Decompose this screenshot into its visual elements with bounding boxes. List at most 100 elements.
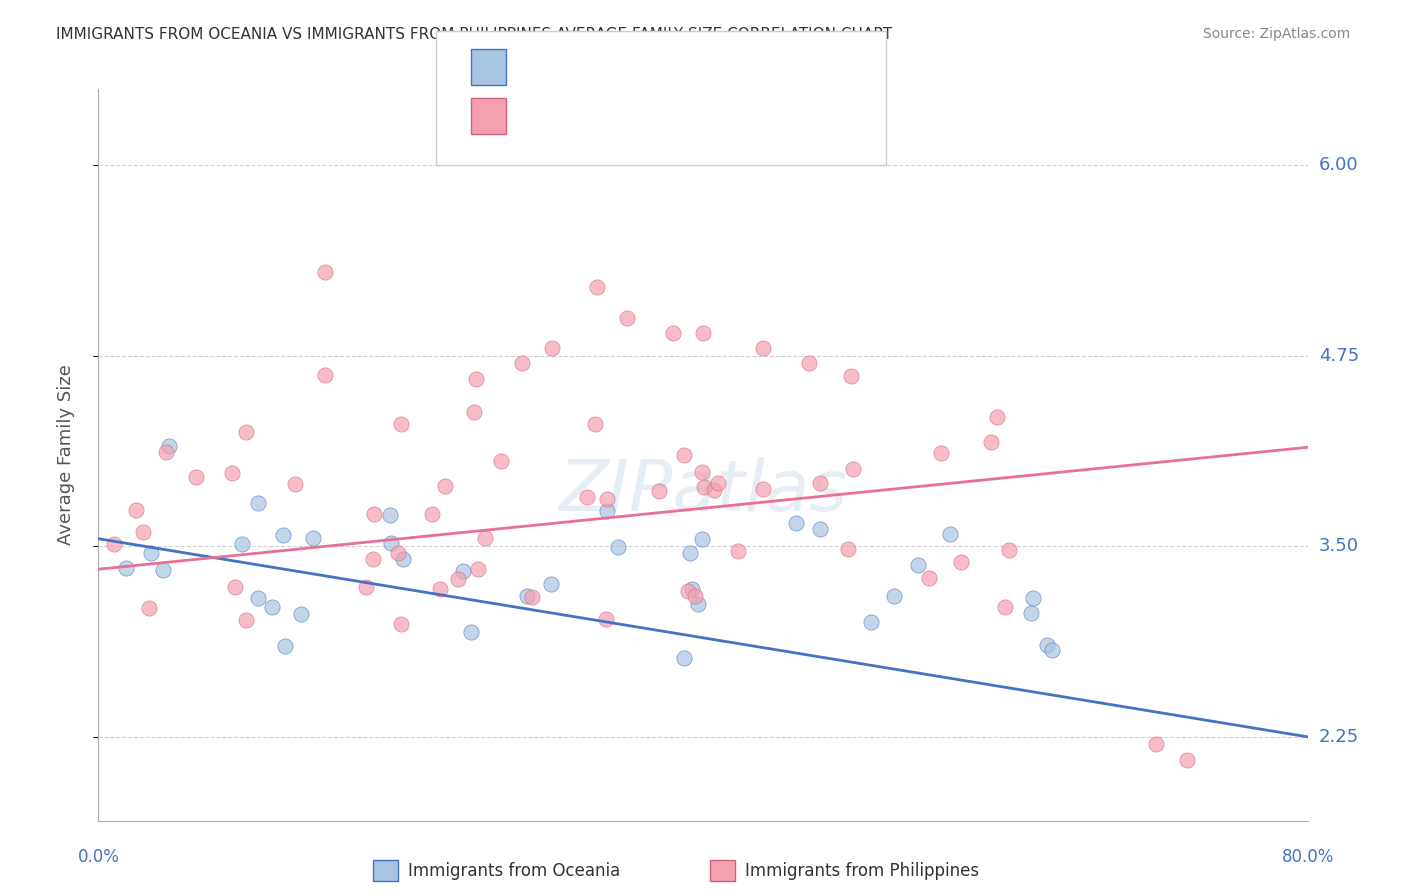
Point <box>274 639 297 653</box>
Point <box>606 541 628 555</box>
Text: R =: R = <box>517 58 554 76</box>
Text: IMMIGRANTS FROM OCEANIA VS IMMIGRANTS FROM PHILIPPINES AVERAGE FAMILY SIZE CORRE: IMMIGRANTS FROM OCEANIA VS IMMIGRANTS FR… <box>56 27 893 42</box>
Point <box>1022 591 1045 605</box>
Point <box>883 589 905 603</box>
Point <box>235 613 257 627</box>
Point <box>596 491 619 506</box>
Point <box>931 446 953 460</box>
Point <box>752 341 775 355</box>
Point <box>1040 643 1063 657</box>
Text: 64: 64 <box>686 107 709 125</box>
Point <box>271 528 294 542</box>
Point <box>389 616 412 631</box>
Point <box>692 532 714 546</box>
Point <box>678 583 700 598</box>
Point <box>465 372 488 386</box>
Point <box>231 537 253 551</box>
Text: 6.00: 6.00 <box>1319 156 1358 175</box>
Point <box>235 425 257 439</box>
Point <box>141 546 163 560</box>
Point <box>510 356 533 371</box>
Point <box>1036 638 1059 652</box>
Point <box>648 484 671 499</box>
Text: Immigrants from Oceania: Immigrants from Oceania <box>408 862 620 880</box>
Point <box>467 562 489 576</box>
Point <box>491 454 513 468</box>
Point <box>422 507 444 521</box>
Point <box>451 565 474 579</box>
Point <box>540 341 562 355</box>
Point <box>727 544 749 558</box>
Text: 4.75: 4.75 <box>1319 347 1360 365</box>
Point <box>1175 753 1198 767</box>
Text: 36: 36 <box>686 58 709 76</box>
Point <box>224 581 246 595</box>
Point <box>672 651 695 665</box>
Point <box>860 615 883 629</box>
Point <box>842 462 865 476</box>
Point <box>138 601 160 615</box>
Point <box>575 490 598 504</box>
Text: 3.50: 3.50 <box>1319 537 1358 556</box>
Point <box>387 546 409 560</box>
Y-axis label: Average Family Size: Average Family Size <box>56 365 75 545</box>
Point <box>673 449 696 463</box>
Point <box>447 572 470 586</box>
Text: 0.0%: 0.0% <box>77 848 120 866</box>
Point <box>707 476 730 491</box>
Point <box>752 482 775 496</box>
Point <box>616 310 638 325</box>
Text: -0.308: -0.308 <box>571 58 630 76</box>
Point <box>474 531 496 545</box>
Point <box>586 280 609 294</box>
Point <box>186 470 208 484</box>
Point <box>994 600 1017 615</box>
Point <box>290 607 312 622</box>
Text: R =: R = <box>517 107 554 125</box>
Point <box>103 537 125 551</box>
Point <box>520 590 543 604</box>
Point <box>837 542 859 557</box>
Point <box>1144 738 1167 752</box>
Point <box>939 527 962 541</box>
Point <box>692 326 714 340</box>
Point <box>703 483 725 497</box>
Point <box>918 571 941 585</box>
Point <box>363 507 385 521</box>
Point <box>540 577 562 591</box>
Point <box>125 503 148 517</box>
Point <box>132 525 155 540</box>
Text: N =: N = <box>637 107 673 125</box>
Point <box>683 589 706 603</box>
Point <box>998 542 1021 557</box>
Point <box>690 465 713 479</box>
Point <box>808 522 831 536</box>
Point <box>516 590 538 604</box>
Point <box>378 508 401 522</box>
Point <box>1019 606 1042 620</box>
Point <box>152 563 174 577</box>
Point <box>262 600 284 615</box>
Text: 2.25: 2.25 <box>1319 728 1360 746</box>
Point <box>785 516 807 530</box>
Point <box>681 582 703 596</box>
Point <box>841 368 863 383</box>
Text: Immigrants from Philippines: Immigrants from Philippines <box>745 862 980 880</box>
Point <box>314 368 336 383</box>
Point <box>221 467 243 481</box>
Point <box>949 555 972 569</box>
Point <box>688 597 710 611</box>
Point <box>389 417 412 432</box>
Text: 0.201: 0.201 <box>571 107 623 125</box>
Point <box>986 410 1008 425</box>
Point <box>380 536 402 550</box>
Point <box>460 624 482 639</box>
Point <box>678 545 700 559</box>
Point <box>284 477 307 491</box>
Text: N =: N = <box>637 58 673 76</box>
Point <box>247 591 270 606</box>
Point <box>434 479 457 493</box>
Point <box>693 480 716 494</box>
Point <box>155 445 177 459</box>
Point <box>429 582 451 597</box>
